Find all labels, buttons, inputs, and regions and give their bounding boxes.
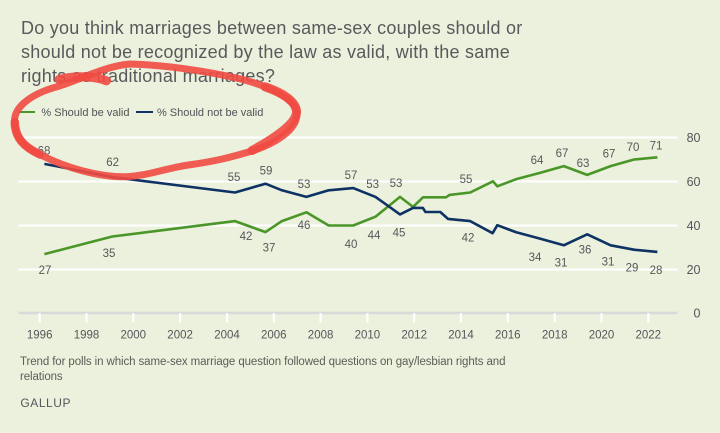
svg-text:53: 53 bbox=[298, 179, 311, 191]
svg-text:40: 40 bbox=[345, 239, 358, 251]
svg-text:2000: 2000 bbox=[121, 330, 147, 342]
svg-text:29: 29 bbox=[626, 262, 639, 274]
svg-text:28: 28 bbox=[650, 265, 663, 277]
svg-text:2012: 2012 bbox=[401, 330, 427, 342]
svg-text:62: 62 bbox=[106, 157, 119, 169]
svg-text:64: 64 bbox=[531, 155, 544, 167]
svg-text:2002: 2002 bbox=[167, 330, 193, 342]
svg-text:71: 71 bbox=[650, 140, 663, 152]
svg-text:31: 31 bbox=[555, 258, 568, 270]
svg-text:80: 80 bbox=[687, 131, 701, 145]
svg-text:67: 67 bbox=[556, 148, 569, 160]
svg-text:40: 40 bbox=[687, 219, 701, 233]
svg-text:63: 63 bbox=[577, 158, 590, 170]
svg-text:2014: 2014 bbox=[448, 330, 474, 342]
svg-text:27: 27 bbox=[39, 265, 52, 277]
svg-text:2018: 2018 bbox=[542, 330, 568, 342]
svg-text:2022: 2022 bbox=[636, 330, 662, 342]
svg-text:55: 55 bbox=[460, 174, 473, 186]
svg-text:44: 44 bbox=[368, 230, 381, 242]
svg-text:1998: 1998 bbox=[74, 330, 100, 342]
svg-text:34: 34 bbox=[529, 252, 542, 264]
svg-text:53: 53 bbox=[366, 179, 379, 191]
svg-text:42: 42 bbox=[240, 231, 253, 243]
svg-text:2008: 2008 bbox=[308, 330, 334, 342]
svg-text:46: 46 bbox=[298, 220, 311, 232]
svg-text:35: 35 bbox=[103, 248, 116, 260]
svg-text:1996: 1996 bbox=[27, 330, 53, 342]
svg-text:60: 60 bbox=[687, 175, 701, 189]
svg-text:31: 31 bbox=[602, 257, 615, 269]
svg-text:67: 67 bbox=[603, 149, 616, 161]
svg-text:53: 53 bbox=[390, 178, 403, 190]
svg-text:59: 59 bbox=[260, 166, 273, 178]
svg-text:42: 42 bbox=[462, 233, 475, 245]
svg-text:37: 37 bbox=[263, 243, 276, 255]
svg-text:20: 20 bbox=[687, 263, 701, 277]
svg-text:2006: 2006 bbox=[261, 330, 287, 342]
svg-text:2010: 2010 bbox=[355, 330, 381, 342]
svg-text:55: 55 bbox=[228, 172, 241, 184]
svg-text:0: 0 bbox=[694, 307, 701, 321]
svg-text:2020: 2020 bbox=[589, 330, 615, 342]
svg-text:2004: 2004 bbox=[214, 330, 240, 342]
svg-text:68: 68 bbox=[38, 146, 51, 158]
svg-text:36: 36 bbox=[579, 245, 592, 257]
svg-text:2016: 2016 bbox=[495, 330, 521, 342]
svg-text:45: 45 bbox=[393, 228, 406, 240]
svg-text:57: 57 bbox=[345, 170, 358, 182]
svg-text:70: 70 bbox=[627, 142, 640, 154]
